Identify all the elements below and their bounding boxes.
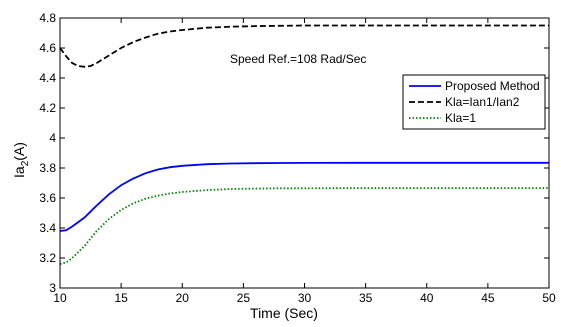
y-tick-label: 3.8 xyxy=(39,161,56,175)
legend-box xyxy=(402,74,546,130)
x-tick-label: 50 xyxy=(542,291,556,305)
y-axis-label-subscript: 2 xyxy=(20,160,31,166)
y-tick-label: 3.4 xyxy=(39,221,56,235)
x-tick-label: 45 xyxy=(481,291,495,305)
legend: Proposed Method Kla=Ian1/Ian2 Kla=1 xyxy=(402,74,546,130)
y-axis-label-main: Ia xyxy=(11,166,27,178)
series-line-2 xyxy=(59,24,549,68)
x-axis-label: Time (Sec) xyxy=(250,305,318,321)
legend-label-1: Proposed Method xyxy=(445,79,540,93)
y-tick-label: 3.2 xyxy=(39,251,56,265)
x-tick-label: 25 xyxy=(237,291,251,305)
y-axis-label: Ia2(A) xyxy=(11,142,31,178)
legend-label-2: Kla=Ian1/Ian2 xyxy=(445,95,520,109)
y-tick-label: 4.8 xyxy=(39,11,56,25)
x-tick-label: 20 xyxy=(176,291,190,305)
y-tick-label: 4 xyxy=(49,131,56,145)
x-tick-label: 30 xyxy=(298,291,312,305)
annotation-speed-ref: Speed Ref.=108 Rad/Sec xyxy=(230,52,366,66)
x-tick-label: 10 xyxy=(53,291,67,305)
y-axis-label-unit: (A) xyxy=(11,142,27,161)
y-tick-label: 4.2 xyxy=(39,101,56,115)
legend-label-3: Kla=1 xyxy=(445,111,476,125)
x-tick-label: 35 xyxy=(359,291,373,305)
x-tick-label: 15 xyxy=(114,291,128,305)
y-tick-label: 3.6 xyxy=(39,191,56,205)
x-tick-label: 40 xyxy=(420,291,434,305)
y-tick-label: 4.6 xyxy=(39,41,56,55)
y-tick-label: 4.4 xyxy=(39,71,56,85)
y-tick-label: 3 xyxy=(49,281,56,295)
series-line-1 xyxy=(59,161,549,232)
